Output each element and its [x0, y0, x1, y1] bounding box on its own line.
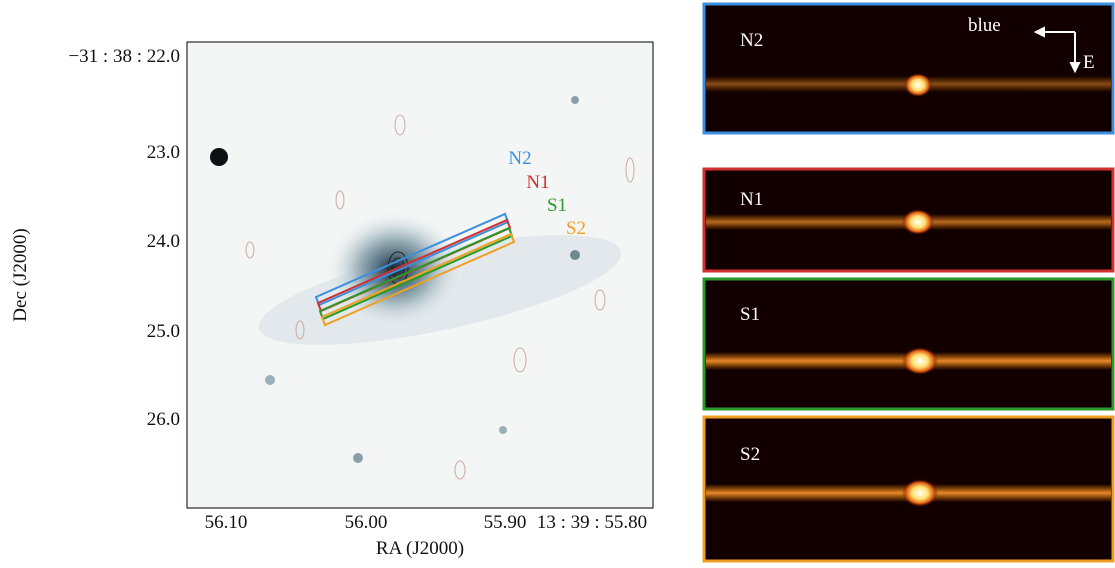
- slit-label: S1: [547, 195, 567, 216]
- y-axis-label: Dec (J2000): [10, 228, 31, 321]
- panel-s1: [702, 277, 1115, 411]
- y-tick-label: 23.0: [147, 142, 180, 163]
- x-tick-label: 13 : 39 : 55.80: [537, 512, 647, 533]
- sky-image: [186, 41, 654, 509]
- y-tick-label: 26.0: [147, 409, 180, 430]
- slit-label: S2: [566, 218, 586, 239]
- panel-n2: [702, 2, 1115, 135]
- y-tick-label: 25.0: [147, 321, 180, 342]
- direction-label: blue: [968, 15, 1001, 36]
- x-axis-label: RA (J2000): [376, 538, 464, 559]
- x-tick-label: 55.90: [484, 512, 527, 533]
- y-tick-label: 24.0: [147, 231, 180, 252]
- slit-label: N1: [526, 172, 549, 193]
- y-tick-label: −31 : 38 : 22.0: [68, 46, 180, 67]
- x-tick-label: 56.10: [205, 512, 248, 533]
- panel-label: N2: [740, 30, 763, 51]
- panel-label: S1: [740, 304, 760, 325]
- panel-label: S2: [740, 444, 760, 465]
- panel-s2: [702, 415, 1115, 563]
- x-tick-label: 56.00: [345, 512, 388, 533]
- panel-label: N1: [740, 189, 763, 210]
- direction-label: E: [1083, 52, 1095, 73]
- slit-label: N2: [508, 148, 531, 169]
- spectra: [702, 2, 1115, 563]
- panel-n1: [702, 167, 1115, 273]
